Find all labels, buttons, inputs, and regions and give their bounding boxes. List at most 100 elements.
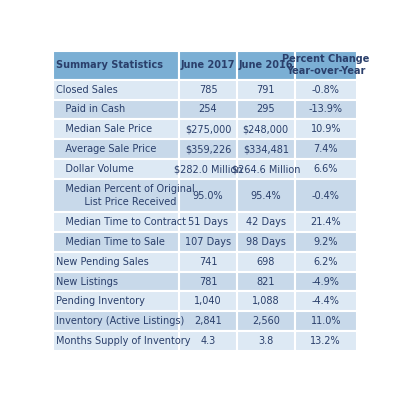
Bar xyxy=(53,119,179,139)
Bar xyxy=(179,271,237,291)
Text: New Listings: New Listings xyxy=(56,277,118,287)
Bar xyxy=(53,139,179,159)
Text: 295: 295 xyxy=(256,105,275,115)
Bar xyxy=(53,159,179,179)
Text: Months Supply of Inventory: Months Supply of Inventory xyxy=(56,336,191,346)
Bar xyxy=(237,80,295,100)
Text: 7.4%: 7.4% xyxy=(314,144,338,154)
Bar xyxy=(179,51,237,80)
Bar xyxy=(237,212,295,232)
Text: 95.4%: 95.4% xyxy=(250,191,281,201)
Text: 42 Days: 42 Days xyxy=(246,217,286,227)
Text: Paid in Cash: Paid in Cash xyxy=(56,105,126,115)
Bar xyxy=(53,100,179,119)
Bar xyxy=(237,252,295,271)
Bar xyxy=(295,139,357,159)
Text: -0.4%: -0.4% xyxy=(312,191,340,201)
Bar xyxy=(179,232,237,252)
Text: -4.9%: -4.9% xyxy=(312,277,340,287)
Bar xyxy=(53,311,179,331)
Text: 1,040: 1,040 xyxy=(194,297,222,306)
Bar xyxy=(179,179,237,212)
Bar xyxy=(179,291,237,311)
Bar xyxy=(179,100,237,119)
Text: Pending Inventory: Pending Inventory xyxy=(56,297,145,306)
Text: Inventory (Active Listings): Inventory (Active Listings) xyxy=(56,316,184,326)
Bar xyxy=(295,271,357,291)
Bar xyxy=(237,139,295,159)
Text: Summary Statistics: Summary Statistics xyxy=(56,60,163,70)
Text: June 2017: June 2017 xyxy=(181,60,235,70)
Bar xyxy=(179,159,237,179)
Text: Median Time to Contract: Median Time to Contract xyxy=(56,217,186,227)
Text: Dollar Volume: Dollar Volume xyxy=(56,164,134,174)
Bar xyxy=(179,331,237,351)
Bar xyxy=(53,291,179,311)
Text: -4.4%: -4.4% xyxy=(312,297,340,306)
Bar xyxy=(295,252,357,271)
Bar xyxy=(295,291,357,311)
Bar xyxy=(237,232,295,252)
Bar xyxy=(53,271,179,291)
Text: 6.6%: 6.6% xyxy=(314,164,338,174)
Bar xyxy=(53,51,179,80)
Text: 51 Days: 51 Days xyxy=(188,217,228,227)
Bar xyxy=(237,119,295,139)
Text: Average Sale Price: Average Sale Price xyxy=(56,144,156,154)
Bar xyxy=(237,159,295,179)
Bar xyxy=(179,252,237,271)
Bar xyxy=(179,119,237,139)
Bar xyxy=(237,100,295,119)
Bar xyxy=(179,80,237,100)
Text: $282.0 Million: $282.0 Million xyxy=(174,164,242,174)
Text: $334,481: $334,481 xyxy=(243,144,289,154)
Text: -0.8%: -0.8% xyxy=(312,85,340,95)
Text: 107 Days: 107 Days xyxy=(185,237,231,247)
Bar xyxy=(295,80,357,100)
Text: 9.2%: 9.2% xyxy=(314,237,338,247)
Text: New Pending Sales: New Pending Sales xyxy=(56,257,149,267)
Text: 3.8: 3.8 xyxy=(258,336,273,346)
Bar xyxy=(53,179,179,212)
Text: Percent Change
Year-over-Year: Percent Change Year-over-Year xyxy=(282,54,370,76)
Text: -13.9%: -13.9% xyxy=(309,105,343,115)
Text: 2,560: 2,560 xyxy=(252,316,280,326)
Bar xyxy=(53,331,179,351)
Bar xyxy=(295,51,357,80)
Text: 11.0%: 11.0% xyxy=(310,316,341,326)
Text: 1,088: 1,088 xyxy=(252,297,280,306)
Text: 98 Days: 98 Days xyxy=(246,237,286,247)
Text: 741: 741 xyxy=(199,257,217,267)
Text: 698: 698 xyxy=(256,257,275,267)
Text: 10.9%: 10.9% xyxy=(310,125,341,135)
Bar xyxy=(295,331,357,351)
Bar xyxy=(53,80,179,100)
Bar xyxy=(237,179,295,212)
Text: Median Percent of Original
   List Price Received: Median Percent of Original List Price Re… xyxy=(56,184,195,207)
Text: 785: 785 xyxy=(199,85,217,95)
Text: 791: 791 xyxy=(256,85,275,95)
Text: 781: 781 xyxy=(199,277,217,287)
Bar xyxy=(179,212,237,232)
Bar xyxy=(53,212,179,232)
Bar xyxy=(237,311,295,331)
Bar xyxy=(237,291,295,311)
Bar xyxy=(179,139,237,159)
Text: 2,841: 2,841 xyxy=(194,316,222,326)
Text: Closed Sales: Closed Sales xyxy=(56,85,118,95)
Bar xyxy=(53,252,179,271)
Text: 13.2%: 13.2% xyxy=(310,336,341,346)
Text: Median Time to Sale: Median Time to Sale xyxy=(56,237,165,247)
Bar xyxy=(295,179,357,212)
Bar xyxy=(295,212,357,232)
Bar xyxy=(53,232,179,252)
Text: 21.4%: 21.4% xyxy=(310,217,341,227)
Text: June 2016: June 2016 xyxy=(238,60,293,70)
Text: 4.3: 4.3 xyxy=(200,336,216,346)
Bar xyxy=(295,311,357,331)
Text: $275,000: $275,000 xyxy=(185,125,231,135)
Text: $359,226: $359,226 xyxy=(185,144,231,154)
Bar xyxy=(295,100,357,119)
Text: 254: 254 xyxy=(199,105,217,115)
Bar xyxy=(295,159,357,179)
